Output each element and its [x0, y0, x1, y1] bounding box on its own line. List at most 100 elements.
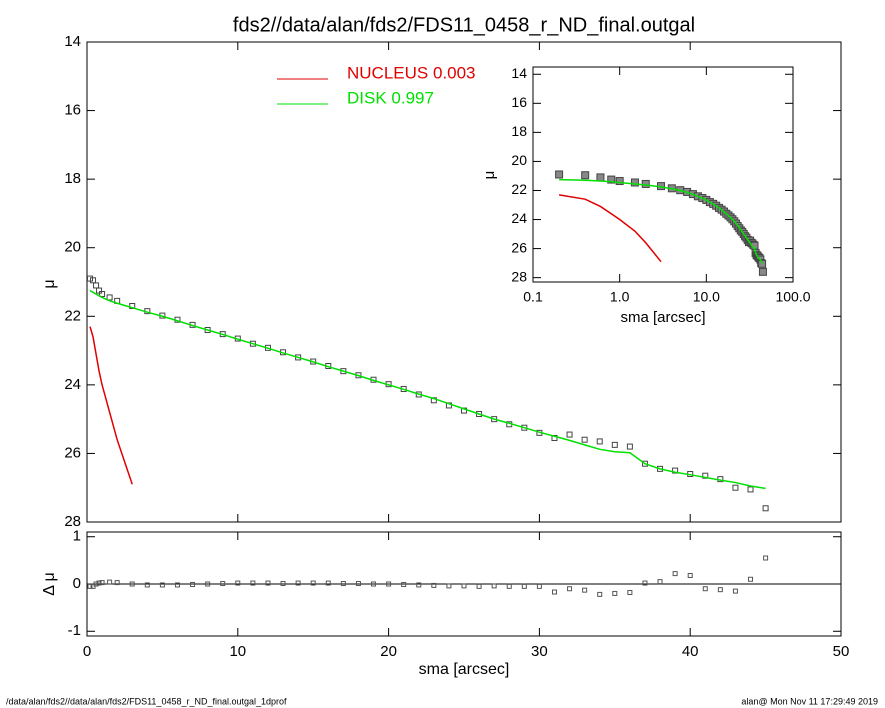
residual-point	[205, 581, 211, 587]
residual-point	[340, 581, 346, 587]
inset-y-label: μ	[481, 171, 498, 180]
residual-point	[446, 583, 452, 589]
data-point	[87, 275, 94, 282]
y-tick-label: 20	[511, 152, 527, 168]
y-tick-label: 22	[64, 307, 81, 324]
x-tick-label: 1.0	[610, 289, 630, 305]
residual-point	[642, 580, 648, 586]
data-point	[758, 267, 767, 276]
chart-title: fds2//data/alan/fds2/FDS11_0458_r_ND_fin…	[233, 14, 695, 36]
data-point	[672, 467, 679, 474]
data-point	[581, 171, 590, 180]
residual-point	[107, 579, 113, 585]
residual-point	[597, 591, 603, 597]
series-line	[558, 194, 662, 263]
residual-point	[687, 572, 693, 578]
residual-point	[431, 582, 437, 588]
data-point	[626, 443, 633, 450]
x-tick-label: 0	[83, 643, 91, 660]
data-point	[106, 294, 113, 301]
y-tick-label: 26	[511, 239, 527, 255]
data-point	[762, 505, 769, 512]
residual-point	[114, 580, 120, 586]
residual-point	[310, 580, 316, 586]
data-point	[702, 472, 709, 479]
data-point	[93, 282, 100, 289]
y-tick-label: 20	[64, 239, 81, 256]
data-point	[641, 460, 648, 467]
residual-point	[159, 582, 165, 588]
residual-point	[567, 586, 573, 592]
data-point	[90, 277, 97, 284]
residual-point	[355, 581, 361, 587]
data-point	[732, 484, 739, 491]
legend-label: DISK 0.997	[347, 88, 434, 107]
residual-point	[190, 581, 196, 587]
footer-left: /data/alan/fds2//data/alan/fds2/FDS11_04…	[6, 696, 287, 706]
y-tick-label: 14	[511, 65, 527, 81]
x-tick-label: 0.1	[523, 289, 543, 305]
residual-point	[96, 580, 102, 586]
data-point	[566, 431, 573, 438]
data-point	[747, 486, 754, 493]
residual-point	[401, 581, 407, 587]
residual-point	[371, 581, 377, 587]
residual-point	[87, 583, 93, 589]
residual-point	[129, 581, 135, 587]
x-tick-label: 20	[380, 643, 397, 660]
inset-border	[532, 66, 794, 283]
residual-point	[416, 582, 422, 588]
y-tick-label: 1	[73, 528, 81, 545]
y-tick-label: 22	[511, 181, 527, 197]
legend-label: NUCLEUS 0.003	[347, 63, 476, 82]
residual-point	[144, 582, 150, 588]
x-tick-label: 10	[229, 643, 246, 660]
series-line	[559, 178, 764, 264]
data-point	[596, 438, 603, 445]
data-point	[630, 178, 639, 187]
inset-x-label: sma [arcsec]	[620, 309, 705, 326]
series-line	[89, 326, 133, 485]
data-point	[551, 435, 558, 441]
data-point	[96, 287, 103, 294]
residual-point	[748, 576, 754, 582]
data-point	[758, 259, 767, 268]
residual-point	[250, 580, 256, 586]
residual-point	[491, 583, 497, 589]
plot-area	[555, 170, 767, 276]
y-tick-label: 0	[73, 575, 81, 592]
y-tick-label: 16	[511, 94, 527, 110]
residual-point	[174, 582, 180, 588]
data-point	[99, 291, 106, 297]
residual-point	[325, 580, 331, 586]
residual-point	[717, 587, 723, 593]
residual-point	[702, 586, 708, 592]
residual-point	[99, 580, 105, 586]
y-tick-label: 16	[64, 102, 81, 119]
residual-point	[295, 580, 301, 586]
y-tick-label: 18	[511, 123, 527, 139]
data-point	[555, 170, 564, 179]
series-line	[89, 289, 766, 490]
y-tick-label: -1	[68, 622, 81, 639]
data-point	[596, 173, 605, 182]
y-tick-label: 24	[64, 376, 81, 393]
y-tick-label: 24	[511, 210, 527, 226]
data-point	[607, 175, 616, 184]
residual-point	[476, 583, 482, 589]
data-point	[430, 397, 437, 404]
x-axis-label: sma [arcsec]	[419, 661, 510, 678]
y-tick-label: 28	[511, 268, 527, 284]
residual-point	[506, 583, 512, 589]
main-frame	[86, 41, 842, 523]
y-tick-label: 26	[64, 444, 81, 461]
y-tick-label: 18	[64, 170, 81, 187]
residual-point	[235, 580, 241, 586]
residual-point	[265, 580, 271, 586]
data-point	[641, 179, 650, 188]
residual-point	[582, 587, 588, 593]
residual-point	[672, 571, 678, 577]
x-tick-label: 50	[833, 643, 850, 660]
residual-point	[386, 581, 392, 587]
data-point	[476, 411, 483, 417]
